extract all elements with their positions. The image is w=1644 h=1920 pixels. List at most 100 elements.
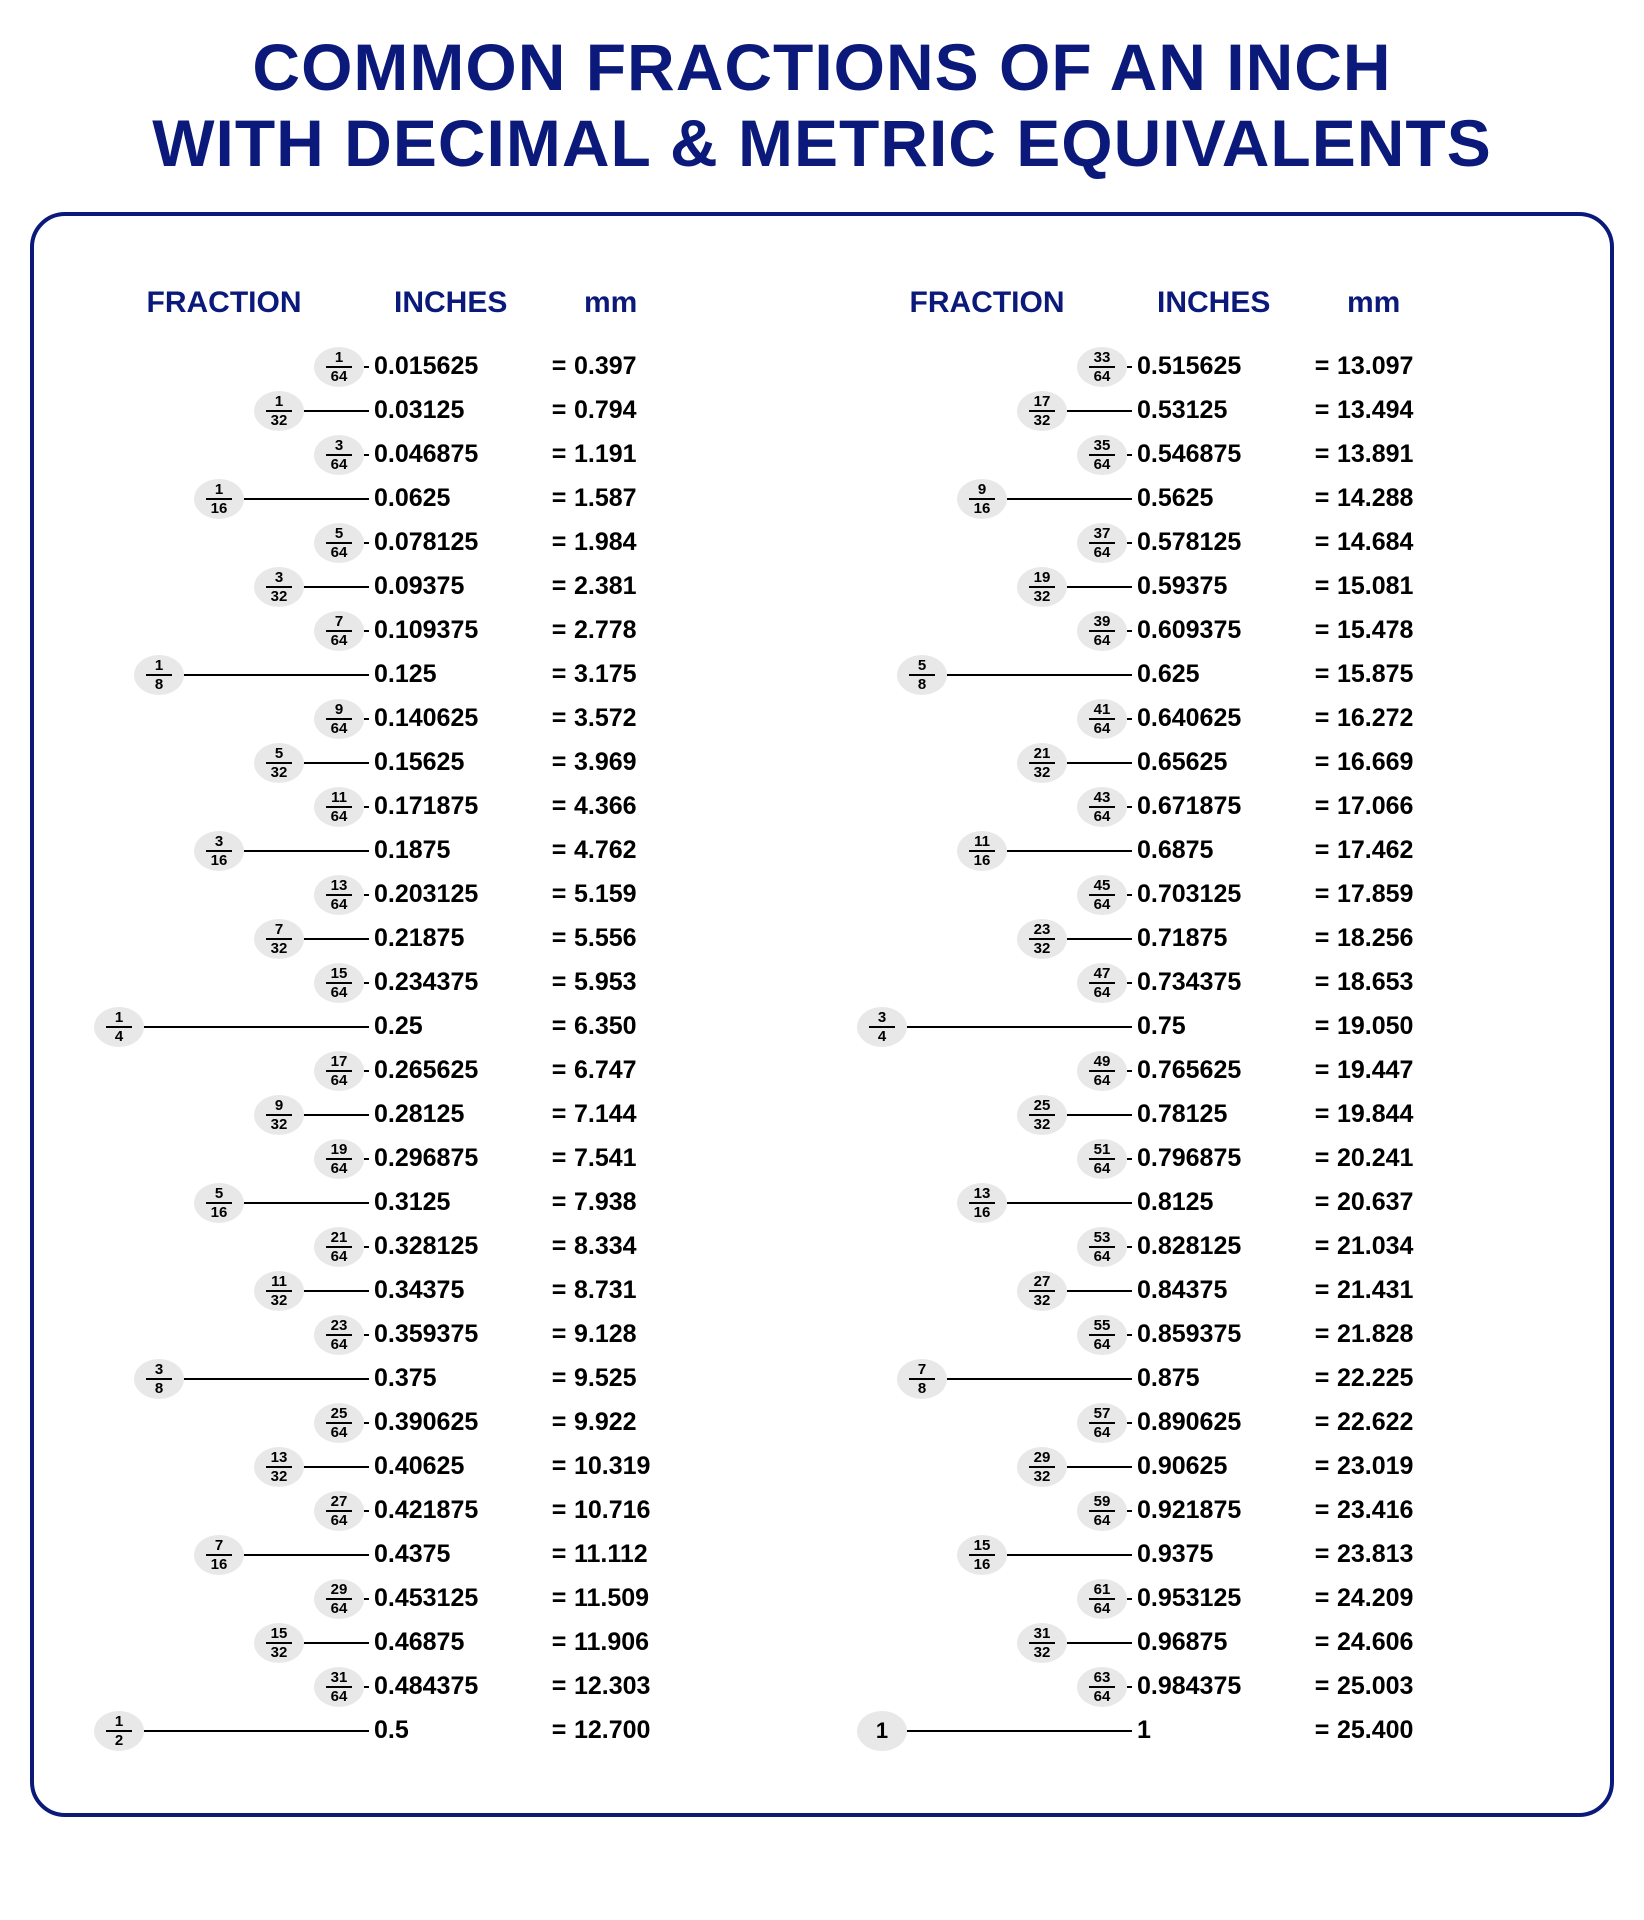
connector-line — [364, 1598, 369, 1600]
fraction-numerator: 53 — [1094, 1230, 1111, 1245]
mm-value: 5.953 — [574, 968, 704, 997]
connector-line — [304, 1114, 369, 1116]
fraction-numerator: 5 — [275, 746, 283, 761]
fraction-denominator: 16 — [974, 1557, 991, 1572]
inches-value: 0.875 — [1137, 1364, 1307, 1393]
mm-value: 19.844 — [1337, 1100, 1467, 1129]
fraction-numerator: 19 — [1034, 570, 1051, 585]
table-row: 380.375=9.525 — [74, 1357, 807, 1401]
fraction-pill: 916 — [957, 479, 1007, 519]
table-row: 11160.6875=17.462 — [837, 829, 1570, 873]
inches-value: 0.5625 — [1137, 484, 1307, 513]
fraction-pill: 732 — [254, 919, 304, 959]
fraction-denominator: 8 — [155, 677, 163, 692]
fraction-denominator: 64 — [1094, 369, 1111, 384]
header-inches: INCHES — [374, 286, 554, 320]
connector-line — [1127, 1598, 1132, 1600]
connector-line — [907, 1730, 1132, 1732]
fraction-numerator: 31 — [331, 1670, 348, 1685]
fraction-pill: 1932 — [1017, 567, 1067, 607]
mm-value: 24.209 — [1337, 1584, 1467, 1613]
inches-value: 0.09375 — [374, 572, 544, 601]
table-row: 27320.84375=21.431 — [837, 1269, 1570, 1313]
inches-value: 0.84375 — [1137, 1276, 1307, 1305]
equals-sign: = — [1307, 968, 1337, 997]
fraction-denominator: 32 — [1034, 941, 1051, 956]
connector-line — [304, 1466, 369, 1468]
fraction-pill: 332 — [254, 567, 304, 607]
mm-value: 23.019 — [1337, 1452, 1467, 1481]
fraction-pill: 14 — [94, 1007, 144, 1047]
fraction-denominator: 64 — [331, 809, 348, 824]
fraction-zone: 3364 — [837, 345, 1137, 389]
equals-sign: = — [544, 1716, 574, 1745]
mm-value: 1.191 — [574, 440, 704, 469]
connector-line — [907, 1026, 1132, 1028]
inches-value: 0.171875 — [374, 792, 544, 821]
fraction-numerator: 7 — [918, 1362, 926, 1377]
fraction-zone: 732 — [74, 917, 374, 961]
fraction-zone: 332 — [74, 565, 374, 609]
connector-line — [1067, 1290, 1132, 1292]
fraction-pill: 4164 — [1077, 699, 1127, 739]
inches-value: 0.140625 — [374, 704, 544, 733]
inches-value: 0.984375 — [1137, 1672, 1307, 1701]
equals-sign: = — [544, 1584, 574, 1613]
mm-value: 9.525 — [574, 1364, 704, 1393]
mm-value: 15.875 — [1337, 660, 1467, 689]
table-row: 49640.765625=19.447 — [837, 1049, 1570, 1093]
fraction-zone: 3764 — [837, 521, 1137, 565]
mm-value: 7.144 — [574, 1100, 704, 1129]
fraction-numerator: 1 — [155, 658, 163, 673]
fraction-zone: 116 — [74, 477, 374, 521]
fraction-pill: 2932 — [1017, 1447, 1067, 1487]
fraction-pill: 6164 — [1077, 1579, 1127, 1619]
equals-sign: = — [544, 836, 574, 865]
table-row: 45640.703125=17.859 — [837, 873, 1570, 917]
inches-value: 0.640625 — [1137, 704, 1307, 733]
mm-value: 11.112 — [574, 1540, 704, 1569]
right-rows: 33640.515625=13.09717320.53125=13.494356… — [837, 345, 1570, 1753]
fraction-zone: 1 — [837, 1709, 1137, 1753]
table-row: 3160.1875=4.762 — [74, 829, 807, 873]
fraction-zone: 3132 — [837, 1621, 1137, 1665]
mm-value: 0.397 — [574, 352, 704, 381]
connector-line — [244, 850, 369, 852]
fraction-zone: 1764 — [74, 1049, 374, 1093]
inches-value: 0.578125 — [1137, 528, 1307, 557]
fraction-denominator: 32 — [1034, 1293, 1051, 1308]
mm-value: 9.922 — [574, 1408, 704, 1437]
fraction-numerator: 1 — [215, 482, 223, 497]
fraction-zone: 4564 — [837, 873, 1137, 917]
fraction-denominator: 64 — [1094, 545, 1111, 560]
inches-value: 0.6875 — [1137, 836, 1307, 865]
fraction-denominator: 64 — [331, 1689, 348, 1704]
inches-value: 0.890625 — [1137, 1408, 1307, 1437]
connector-line — [144, 1730, 369, 1732]
fraction-denominator: 32 — [271, 413, 288, 428]
equals-sign: = — [544, 352, 574, 381]
fraction-zone: 3964 — [837, 609, 1137, 653]
connector-line — [304, 410, 369, 412]
fraction-numerator: 3 — [275, 570, 283, 585]
connector-line — [244, 1554, 369, 1556]
mm-value: 9.128 — [574, 1320, 704, 1349]
mm-value: 22.622 — [1337, 1408, 1467, 1437]
fraction-denominator: 16 — [211, 1557, 228, 1572]
fraction-numerator: 61 — [1094, 1582, 1111, 1597]
inches-value: 0.34375 — [374, 1276, 544, 1305]
fraction-denominator: 8 — [918, 677, 926, 692]
inches-value: 0.328125 — [374, 1232, 544, 1261]
fraction-numerator: 23 — [1034, 922, 1051, 937]
fraction-pill: 3564 — [1077, 435, 1127, 475]
inches-value: 0.234375 — [374, 968, 544, 997]
fraction-denominator: 16 — [211, 853, 228, 868]
inches-value: 0.609375 — [1137, 616, 1307, 645]
connector-line — [1127, 630, 1132, 632]
connector-line — [1067, 410, 1132, 412]
table-row: 51640.796875=20.241 — [837, 1137, 1570, 1181]
fraction-numerator: 15 — [331, 966, 348, 981]
fraction-pill: 316 — [194, 831, 244, 871]
fraction-pill: 38 — [134, 1359, 184, 1399]
mm-value: 20.241 — [1337, 1144, 1467, 1173]
